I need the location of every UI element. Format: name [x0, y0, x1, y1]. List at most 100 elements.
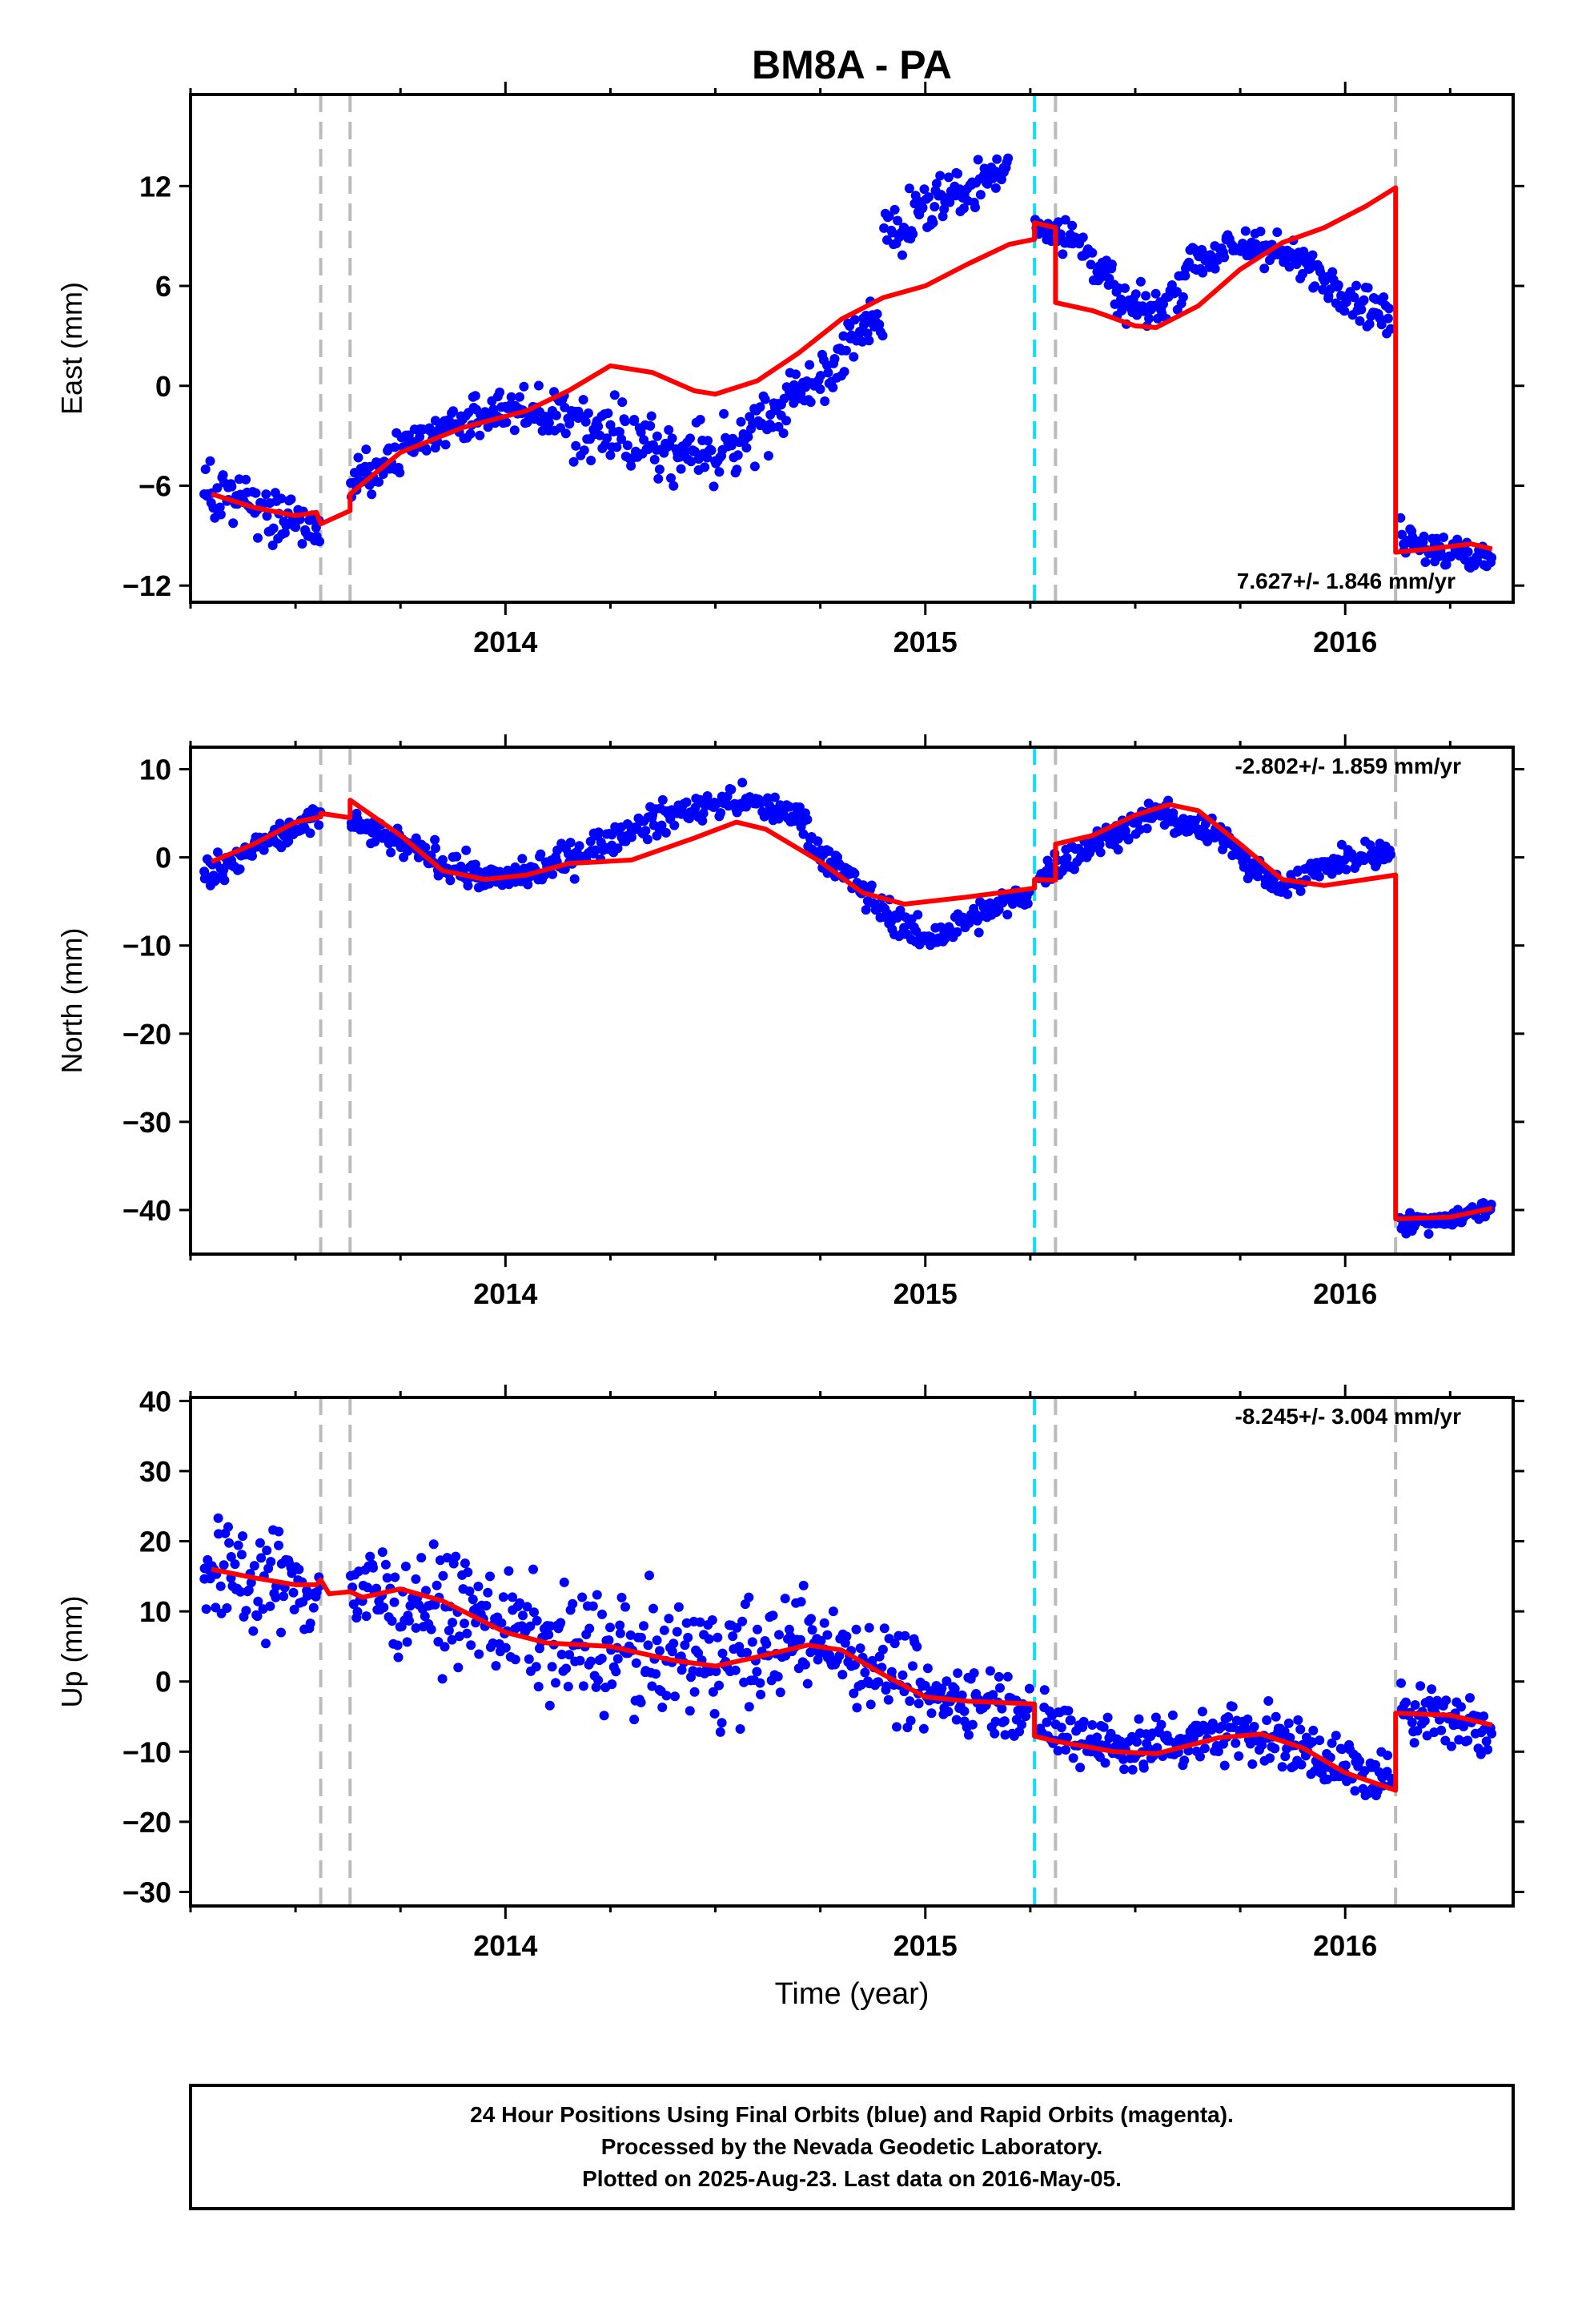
data-point	[430, 1599, 440, 1610]
data-point	[656, 820, 667, 830]
data-point	[261, 489, 271, 500]
data-point	[657, 794, 668, 805]
data-point	[1481, 1736, 1492, 1747]
data-point	[528, 1564, 538, 1574]
data-point	[659, 1625, 669, 1635]
data-point	[352, 1606, 363, 1617]
data-point	[236, 1550, 247, 1560]
data-point	[924, 192, 934, 203]
data-point	[1241, 1724, 1251, 1735]
data-point	[864, 336, 874, 346]
data-point	[577, 1592, 588, 1602]
data-point	[564, 1650, 575, 1660]
data-point	[574, 841, 584, 851]
data-point	[1152, 1743, 1162, 1753]
data-point	[897, 250, 907, 260]
data-point	[828, 1606, 838, 1617]
data-point	[415, 432, 425, 442]
data-point	[605, 1622, 615, 1633]
y-axis-label-east: East (mm)	[55, 282, 88, 415]
y-tick-label: 30	[139, 1455, 171, 1488]
data-point	[462, 1628, 472, 1638]
data-point	[936, 922, 946, 932]
data-point	[1440, 1735, 1451, 1746]
data-point	[367, 489, 377, 500]
data-point	[999, 1716, 1010, 1727]
data-point	[648, 1603, 658, 1614]
data-point	[737, 1616, 748, 1626]
data-point	[780, 1594, 790, 1604]
data-point	[958, 203, 969, 214]
data-point	[1078, 232, 1088, 243]
data-point	[1069, 864, 1079, 875]
data-point	[645, 420, 656, 431]
data-point	[1210, 263, 1220, 274]
y-tick-label: −12	[122, 569, 171, 602]
data-point	[420, 1611, 430, 1622]
data-point	[879, 223, 889, 233]
data-point	[997, 1703, 1007, 1714]
data-point	[951, 1715, 962, 1725]
data-point	[1255, 227, 1266, 236]
data-point	[1333, 280, 1343, 290]
data-point	[224, 1538, 235, 1548]
data-point	[889, 1638, 900, 1649]
data-point	[463, 880, 473, 891]
data-point	[841, 1631, 852, 1642]
data-point	[672, 1626, 682, 1637]
data-point	[945, 197, 955, 207]
data-point	[496, 1618, 507, 1628]
data-point	[726, 784, 737, 794]
data-point	[599, 1711, 609, 1721]
data-point	[1039, 1685, 1050, 1695]
data-point	[753, 1624, 762, 1634]
data-point	[1310, 281, 1320, 292]
data-point	[291, 522, 301, 533]
data-point	[547, 1662, 557, 1672]
chart-title: BM8A - PA	[752, 42, 952, 87]
data-point	[1130, 289, 1141, 300]
data-point	[845, 321, 855, 331]
data-point	[732, 464, 742, 475]
data-point	[605, 450, 616, 460]
data-point	[1263, 1696, 1274, 1706]
data-point	[879, 1623, 889, 1634]
data-point	[1308, 1725, 1319, 1735]
data-point	[411, 833, 421, 843]
data-point	[393, 1652, 404, 1663]
data-point	[466, 1640, 476, 1651]
data-point	[922, 1663, 933, 1674]
data-point	[732, 1622, 742, 1633]
data-point	[887, 227, 897, 238]
data-point	[704, 1634, 714, 1644]
data-point	[741, 443, 752, 453]
data-point	[893, 215, 903, 226]
data-point	[860, 1667, 870, 1678]
data-point	[1056, 1723, 1066, 1733]
data-point	[935, 171, 946, 181]
data-point	[850, 1659, 860, 1670]
data-point	[565, 838, 576, 848]
data-point	[990, 1728, 1000, 1739]
data-point	[798, 829, 809, 839]
data-point	[1307, 250, 1318, 260]
y-axis-label-north: North (mm)	[55, 928, 88, 1074]
data-point	[551, 1678, 560, 1688]
data-point	[652, 1635, 662, 1646]
data-point	[1195, 1751, 1205, 1762]
data-point	[616, 434, 627, 444]
data-point	[1102, 1712, 1113, 1723]
data-point	[852, 1703, 862, 1713]
data-point	[1141, 291, 1151, 301]
data-point	[297, 539, 307, 549]
data-point	[483, 1587, 493, 1598]
data-point	[575, 1655, 585, 1666]
data-point	[597, 1609, 607, 1619]
data-point	[749, 461, 760, 472]
data-point	[1327, 267, 1338, 277]
data-point	[368, 1562, 378, 1573]
data-point	[256, 1553, 267, 1563]
data-point	[995, 1683, 1005, 1693]
data-point	[219, 1560, 229, 1570]
data-point	[411, 1574, 421, 1584]
